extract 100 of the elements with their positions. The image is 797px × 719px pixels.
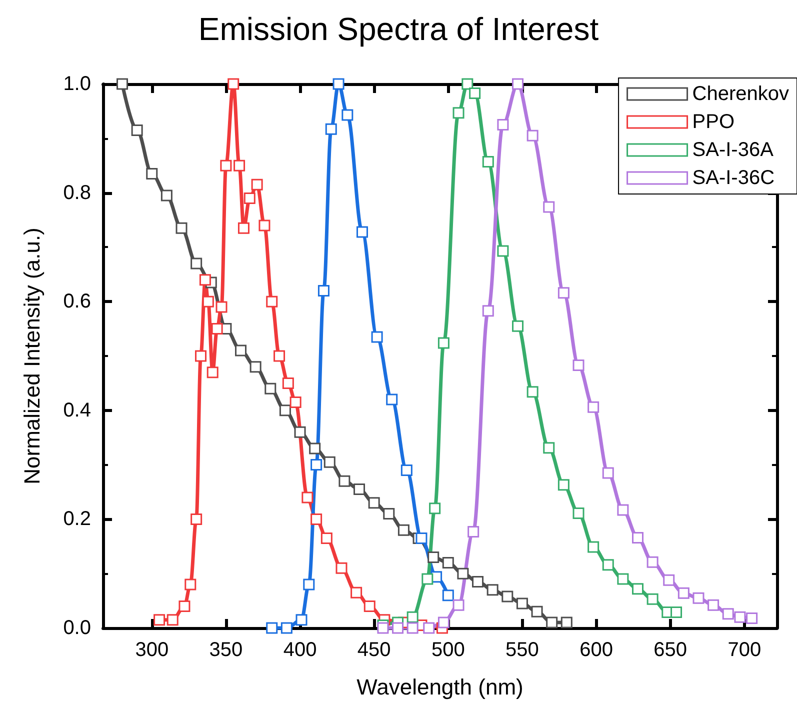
- point: [310, 513, 322, 525]
- point: [364, 600, 376, 612]
- point: [166, 614, 178, 626]
- point: [310, 459, 322, 471]
- point: [692, 592, 704, 604]
- y-axis-title: Normalized Intensity (a.u.): [20, 228, 44, 484]
- point: [558, 287, 570, 299]
- point: [235, 344, 247, 356]
- point: [258, 220, 270, 232]
- x-tick-label: 700: [728, 639, 762, 661]
- legend-label: Cherenkov: [692, 83, 789, 105]
- point: [572, 360, 584, 371]
- point: [392, 622, 404, 634]
- point: [678, 587, 690, 599]
- point: [423, 622, 435, 634]
- point: [211, 323, 223, 335]
- point: [309, 442, 321, 454]
- point: [324, 456, 336, 468]
- point: [531, 606, 543, 618]
- point: [303, 578, 315, 590]
- point: [486, 584, 498, 596]
- point: [190, 513, 202, 525]
- point: [202, 296, 214, 308]
- point: [663, 574, 675, 586]
- point: [206, 366, 218, 378]
- point: [472, 576, 484, 588]
- point: [442, 556, 454, 568]
- point: [546, 616, 558, 628]
- point: [588, 401, 600, 413]
- point: [184, 578, 196, 590]
- x-tick-label: 550: [506, 639, 539, 661]
- point: [290, 396, 302, 408]
- point: [526, 386, 538, 398]
- point: [526, 130, 538, 142]
- point: [457, 568, 469, 580]
- point: [406, 611, 418, 623]
- point: [497, 245, 509, 257]
- point: [482, 156, 494, 168]
- legend-label: SA-I-36C: [692, 167, 775, 189]
- point: [377, 622, 389, 634]
- x-tick-label: 450: [357, 639, 391, 661]
- point: [266, 296, 278, 308]
- point: [146, 168, 158, 180]
- point: [512, 320, 524, 332]
- point: [543, 442, 555, 454]
- point: [602, 467, 614, 479]
- y-tick-label: 1.0: [63, 73, 91, 95]
- point: [332, 78, 344, 90]
- point: [266, 622, 278, 634]
- point: [558, 479, 570, 491]
- point: [422, 573, 434, 585]
- point: [560, 616, 572, 628]
- y-tick-label: 0.2: [63, 508, 91, 530]
- point: [442, 590, 454, 602]
- point: [280, 622, 292, 634]
- point: [469, 88, 481, 99]
- legend-label: PPO: [692, 111, 735, 133]
- point: [368, 497, 380, 509]
- point: [617, 504, 629, 516]
- point: [228, 78, 240, 90]
- point: [497, 119, 509, 131]
- x-tick-label: 400: [283, 639, 317, 661]
- chart-title: Emission Spectra of Interest: [198, 11, 599, 47]
- point: [512, 78, 524, 90]
- point: [250, 361, 262, 373]
- point: [154, 614, 166, 626]
- point: [350, 586, 362, 598]
- point: [383, 508, 395, 520]
- point: [302, 492, 314, 504]
- point: [176, 222, 188, 234]
- point: [238, 222, 250, 234]
- point: [516, 598, 528, 610]
- point: [325, 123, 337, 135]
- y-tick-label: 0.4: [63, 399, 91, 422]
- point: [746, 612, 758, 624]
- point: [452, 599, 464, 611]
- point: [468, 526, 480, 538]
- point: [244, 192, 256, 204]
- point: [617, 573, 629, 585]
- point: [220, 160, 232, 172]
- point: [462, 78, 474, 90]
- point: [406, 622, 418, 634]
- point: [282, 377, 294, 389]
- point: [342, 109, 354, 121]
- point: [502, 590, 514, 602]
- point: [452, 107, 464, 119]
- x-tick-label: 600: [580, 639, 613, 661]
- point: [438, 616, 450, 628]
- point: [131, 124, 143, 136]
- y-tick-label: 0.0: [63, 617, 91, 639]
- point: [646, 556, 658, 568]
- point: [734, 611, 746, 623]
- point: [670, 606, 682, 618]
- point: [356, 226, 368, 238]
- point: [251, 178, 263, 190]
- point: [234, 160, 246, 172]
- point: [199, 274, 211, 286]
- point: [216, 301, 228, 313]
- point: [543, 201, 555, 213]
- point: [632, 583, 644, 595]
